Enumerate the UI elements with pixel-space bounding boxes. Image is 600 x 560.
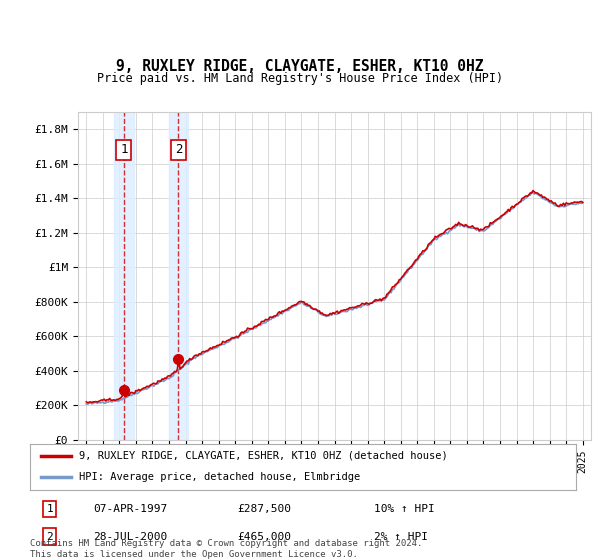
Text: 07-APR-1997: 07-APR-1997: [93, 504, 167, 514]
Text: £465,000: £465,000: [238, 531, 292, 542]
Text: 28-JUL-2000: 28-JUL-2000: [93, 531, 167, 542]
Text: 2: 2: [175, 143, 182, 156]
Text: Price paid vs. HM Land Registry's House Price Index (HPI): Price paid vs. HM Land Registry's House …: [97, 72, 503, 85]
Text: Contains HM Land Registry data © Crown copyright and database right 2024.
This d: Contains HM Land Registry data © Crown c…: [30, 539, 422, 559]
Text: 1: 1: [120, 143, 128, 156]
Text: 1: 1: [46, 504, 53, 514]
Text: 2% ↑ HPI: 2% ↑ HPI: [374, 531, 428, 542]
Text: HPI: Average price, detached house, Elmbridge: HPI: Average price, detached house, Elmb…: [79, 472, 361, 482]
Text: 9, RUXLEY RIDGE, CLAYGATE, ESHER, KT10 0HZ (detached house): 9, RUXLEY RIDGE, CLAYGATE, ESHER, KT10 0…: [79, 451, 448, 460]
Text: 10% ↑ HPI: 10% ↑ HPI: [374, 504, 435, 514]
Bar: [114, 112, 134, 440]
Bar: [169, 112, 188, 440]
Text: £287,500: £287,500: [238, 504, 292, 514]
Text: 2: 2: [46, 531, 53, 542]
Text: 9, RUXLEY RIDGE, CLAYGATE, ESHER, KT10 0HZ: 9, RUXLEY RIDGE, CLAYGATE, ESHER, KT10 0…: [116, 59, 484, 74]
